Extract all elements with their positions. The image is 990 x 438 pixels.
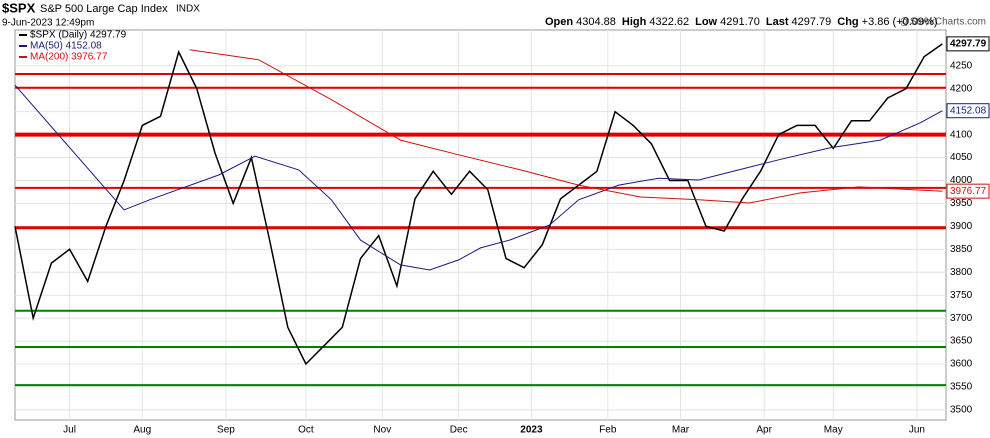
x-tick-label: Sep <box>217 425 235 436</box>
quote-value: 4297.79 <box>792 16 832 28</box>
y-tick-label: 3750 <box>950 290 973 301</box>
y-tick-label: 3950 <box>950 198 973 209</box>
y-tick-label: 4000 <box>950 175 973 186</box>
index-name: S&P 500 Large Cap Index <box>40 3 168 15</box>
price-tag-label: 4152.08 <box>950 105 987 116</box>
credit: @StockCharts.com <box>900 17 986 28</box>
quote-label: Last <box>766 16 789 28</box>
y-tick-label: 3900 <box>950 221 973 232</box>
x-tick-label: Feb <box>599 425 617 436</box>
date: 9-Jun-2023 12:49pm <box>2 18 94 29</box>
symbol: $SPX <box>2 0 36 15</box>
x-tick-label: Nov <box>373 425 391 436</box>
y-tick-label: 3650 <box>950 336 973 347</box>
quote-value: 4304.88 <box>576 16 616 28</box>
x-tick-label: Dec <box>450 425 468 436</box>
y-tick-label: 4250 <box>950 60 973 71</box>
quote-value: 4322.62 <box>649 16 689 28</box>
quote-label: Chg <box>837 16 858 28</box>
exchange: INDX <box>176 4 200 15</box>
x-tick-label: Jun <box>909 425 925 436</box>
x-tick-label: Jul <box>63 425 76 436</box>
quote-label: Open <box>545 16 573 28</box>
series-line <box>14 43 943 366</box>
x-tick-label: Aug <box>133 425 151 436</box>
y-tick-label: 4050 <box>950 152 973 163</box>
x-tick-label: Oct <box>298 425 314 436</box>
price-tag <box>946 103 990 119</box>
legend-entry: $SPX (Daily) 4297.79 <box>30 30 127 41</box>
quote-value: 4291.70 <box>720 16 760 28</box>
quote-value: +3.86 (+0.09%) <box>862 16 938 28</box>
series-line <box>14 84 943 271</box>
x-tick-label: May <box>824 425 843 436</box>
y-tick-label: 3500 <box>950 405 973 416</box>
y-tick-label: 3550 <box>950 382 973 393</box>
price-tag-label: 3976.77 <box>950 186 987 197</box>
y-tick-label: 4100 <box>950 129 973 140</box>
quote-label: High <box>622 16 647 28</box>
price-tag-label: 4297.79 <box>950 39 987 50</box>
y-tick-label: 3600 <box>950 359 973 370</box>
series-line <box>189 49 943 204</box>
price-tag <box>946 36 990 52</box>
quote-label: Low <box>695 16 717 28</box>
y-tick-label: 3850 <box>950 244 973 255</box>
price-tag <box>946 183 990 199</box>
y-tick-label: 3800 <box>950 267 973 278</box>
x-tick-label: Mar <box>672 425 690 436</box>
y-tick-label: 3700 <box>950 313 973 324</box>
plot-frame <box>14 29 947 421</box>
x-tick-label: 2023 <box>520 425 543 436</box>
y-tick-label: 4200 <box>950 83 973 94</box>
legend-entry: MA(50) 4152.08 <box>30 41 102 52</box>
x-tick-label: Apr <box>756 425 772 436</box>
legend-entry: MA(200) 3976.77 <box>30 52 108 63</box>
